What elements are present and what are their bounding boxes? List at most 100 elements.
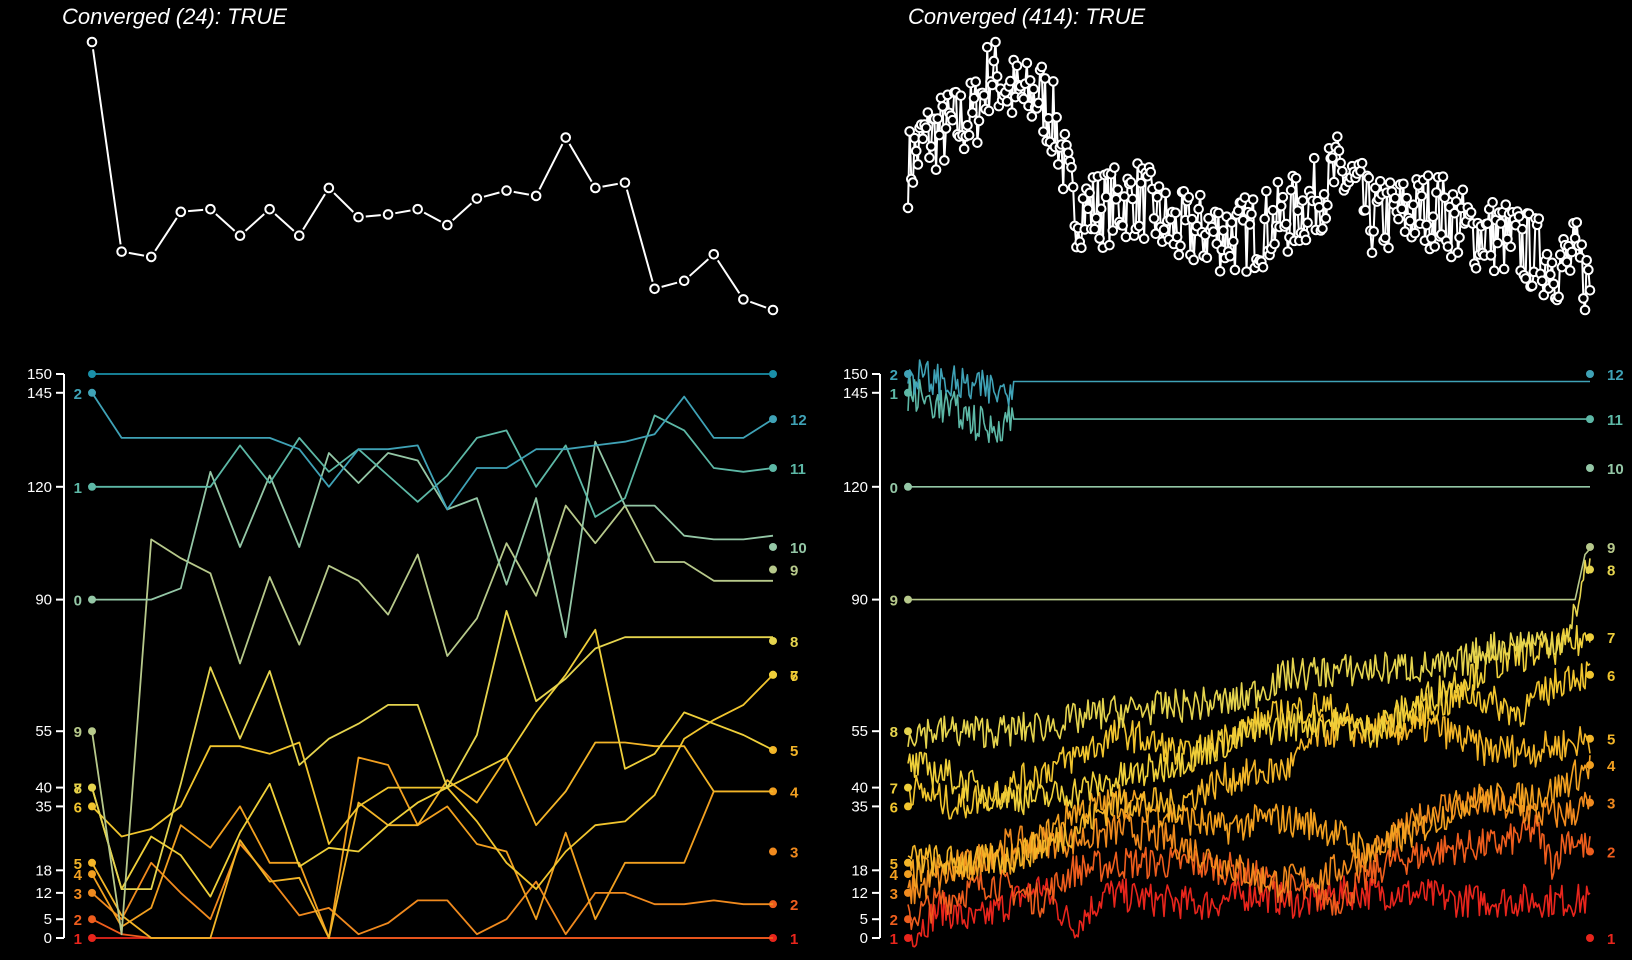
energy-segment: [1231, 226, 1234, 238]
energy-segment: [1471, 227, 1476, 260]
series-line: [907, 624, 1591, 816]
energy-segment: [955, 96, 959, 131]
energy-point: [1422, 170, 1434, 181]
series-start-label: 6: [74, 799, 82, 816]
energy-point: [412, 203, 423, 215]
series-end-point: [769, 415, 777, 424]
energy-point: [1536, 275, 1548, 287]
series-line: [907, 755, 1591, 888]
y-tick-label: 35: [851, 798, 868, 815]
series-end-point: [1586, 934, 1594, 942]
energy-point: [1520, 273, 1531, 284]
energy-segment: [395, 209, 411, 215]
energy-point: [1429, 241, 1441, 252]
energy-point: [1201, 252, 1213, 264]
energy-point: [1485, 250, 1497, 261]
energy-point: [530, 190, 542, 202]
energy-point: [1487, 197, 1498, 208]
energy-segment: [960, 99, 964, 132]
energy-point: [1421, 219, 1432, 231]
energy-point: [1300, 234, 1312, 246]
energy-segment: [908, 135, 913, 175]
energy-point: [560, 132, 572, 143]
energy-segment: [1371, 235, 1375, 249]
right-panel-title: Converged (414): TRUE: [908, 4, 1146, 29]
energy-point: [1100, 191, 1112, 203]
series-end-point: [769, 670, 777, 679]
series-start-label: 7: [890, 781, 898, 798]
energy-point: [1526, 280, 1538, 292]
series-start-point: [904, 482, 912, 491]
series-line: [907, 661, 1591, 820]
energy-point: [649, 283, 660, 295]
energy-point: [1001, 96, 1013, 107]
energy-point: [1275, 200, 1287, 212]
energy-segment: [1225, 220, 1230, 248]
energy-point: [1579, 304, 1591, 316]
series-line: [91, 392, 774, 511]
y-tick-label: 0: [860, 930, 868, 947]
energy-point: [1498, 263, 1510, 275]
series-end-label: 12: [1607, 367, 1624, 384]
energy-point: [1090, 212, 1102, 224]
energy-point: [1160, 187, 1171, 199]
series-line: [91, 918, 773, 939]
energy-segment: [1168, 223, 1172, 236]
energy-point: [988, 55, 1000, 67]
energy-point: [973, 115, 985, 127]
series-line: [907, 786, 1591, 905]
energy-point: [1327, 152, 1338, 163]
energy-segment: [1138, 187, 1142, 222]
series-end-point: [1586, 464, 1594, 472]
series-start-point: [88, 370, 96, 378]
energy-point: [904, 126, 915, 137]
y-tick-label: 90: [35, 592, 52, 609]
energy-point: [1302, 217, 1313, 228]
energy-point: [1393, 213, 1404, 225]
energy-point: [1267, 204, 1279, 216]
energy-point: [1218, 225, 1229, 236]
energy-point: [323, 182, 335, 194]
energy-segment: [128, 251, 145, 257]
energy-point: [1018, 93, 1029, 105]
energy-segment: [1532, 222, 1537, 268]
series-start-point: [88, 870, 96, 879]
series-start-point: [904, 783, 912, 792]
y-tick-label: 40: [35, 780, 52, 797]
energy-point: [1171, 231, 1183, 243]
series-end-label: 11: [790, 461, 806, 478]
series-start-label: 8: [890, 724, 898, 741]
y-tick-label: 145: [27, 385, 52, 402]
energy-point: [1454, 232, 1465, 243]
energy-point: [1318, 188, 1330, 200]
y-tick-label: 145: [843, 385, 868, 402]
energy-point: [937, 101, 948, 112]
energy-point: [1452, 247, 1464, 258]
series-end-point: [1586, 415, 1594, 424]
energy-point: [1578, 293, 1589, 304]
series-start-point: [88, 802, 96, 811]
energy-point: [912, 159, 924, 170]
energy-point: [1109, 162, 1120, 173]
series-end-label: 4: [1607, 758, 1616, 775]
energy-point: [1006, 107, 1018, 119]
energy-point: [1546, 257, 1558, 269]
energy-segment: [1184, 205, 1188, 217]
energy-segment: [513, 190, 530, 196]
series-end-label: 7: [790, 668, 798, 685]
y-tick-label: 40: [851, 780, 868, 797]
series-end-point: [1586, 633, 1594, 642]
energy-point: [1396, 203, 1408, 215]
energy-point: [264, 203, 275, 215]
series-end-label: 4: [790, 784, 799, 801]
series-end-point: [1586, 370, 1594, 378]
series-end-label: 6: [790, 668, 798, 685]
energy-point: [930, 164, 942, 176]
energy-point: [1246, 208, 1257, 220]
energy-point: [1082, 203, 1094, 215]
y-tick-label: 150: [27, 366, 52, 383]
energy-segment: [1587, 274, 1591, 287]
series-end-point: [1586, 542, 1594, 551]
series-start-point: [88, 858, 96, 867]
energy-point: [1333, 145, 1345, 157]
